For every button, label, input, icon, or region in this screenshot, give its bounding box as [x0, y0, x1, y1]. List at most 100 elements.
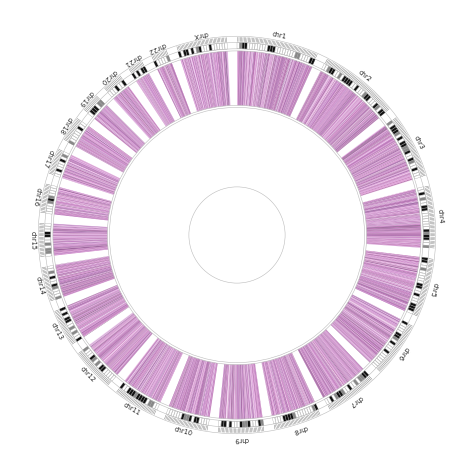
Polygon shape [145, 76, 172, 123]
Polygon shape [357, 284, 408, 305]
Polygon shape [56, 258, 109, 269]
Polygon shape [195, 56, 208, 109]
Polygon shape [55, 208, 109, 216]
Polygon shape [91, 314, 135, 348]
Polygon shape [357, 284, 407, 306]
Polygon shape [55, 257, 109, 266]
Polygon shape [96, 116, 138, 151]
Polygon shape [251, 52, 257, 106]
Polygon shape [193, 56, 206, 109]
Polygon shape [86, 129, 131, 160]
Polygon shape [268, 56, 281, 109]
Polygon shape [357, 164, 407, 185]
Polygon shape [361, 273, 413, 289]
Polygon shape [330, 107, 369, 145]
Polygon shape [124, 89, 157, 133]
Polygon shape [354, 156, 403, 179]
Polygon shape [324, 98, 360, 139]
Polygon shape [130, 341, 162, 385]
Polygon shape [334, 113, 374, 149]
Polygon shape [321, 94, 356, 136]
Polygon shape [197, 55, 209, 109]
Polygon shape [67, 165, 117, 186]
Polygon shape [253, 364, 259, 418]
Polygon shape [102, 110, 142, 147]
Polygon shape [56, 259, 109, 269]
Polygon shape [133, 342, 164, 387]
Polygon shape [126, 88, 159, 132]
Polygon shape [189, 57, 203, 110]
Polygon shape [352, 149, 400, 174]
Polygon shape [252, 364, 259, 418]
Polygon shape [360, 178, 412, 195]
Polygon shape [360, 179, 412, 196]
Polygon shape [304, 78, 332, 124]
Polygon shape [231, 365, 233, 419]
Polygon shape [291, 353, 313, 403]
Polygon shape [45, 226, 51, 229]
Polygon shape [358, 282, 408, 303]
Polygon shape [54, 246, 108, 251]
Polygon shape [344, 131, 389, 162]
Polygon shape [69, 159, 119, 181]
Polygon shape [363, 190, 416, 204]
Polygon shape [297, 71, 322, 120]
Polygon shape [298, 73, 324, 121]
Polygon shape [200, 362, 211, 415]
Polygon shape [359, 279, 410, 297]
Polygon shape [155, 351, 179, 399]
Polygon shape [356, 164, 407, 185]
Polygon shape [365, 206, 419, 215]
Polygon shape [55, 257, 109, 266]
Polygon shape [377, 109, 383, 115]
Polygon shape [232, 421, 234, 427]
Polygon shape [82, 135, 128, 164]
Polygon shape [76, 145, 124, 172]
Polygon shape [283, 356, 301, 407]
Polygon shape [124, 90, 157, 133]
Polygon shape [239, 365, 240, 419]
Polygon shape [62, 274, 114, 291]
Polygon shape [143, 347, 171, 393]
Polygon shape [267, 56, 279, 109]
Polygon shape [312, 85, 343, 129]
Polygon shape [215, 52, 222, 106]
Polygon shape [346, 135, 392, 164]
Polygon shape [79, 141, 126, 168]
Polygon shape [156, 59, 161, 66]
Polygon shape [340, 313, 383, 347]
Polygon shape [343, 129, 388, 160]
Polygon shape [134, 343, 164, 388]
Polygon shape [110, 329, 148, 369]
Polygon shape [357, 285, 407, 306]
Polygon shape [366, 228, 421, 231]
Polygon shape [116, 96, 152, 137]
Polygon shape [359, 90, 365, 96]
Polygon shape [92, 315, 135, 348]
Polygon shape [360, 177, 411, 194]
Polygon shape [145, 399, 150, 405]
Polygon shape [221, 52, 226, 106]
Polygon shape [68, 286, 118, 307]
Polygon shape [250, 364, 256, 418]
Polygon shape [377, 356, 383, 362]
Polygon shape [283, 356, 302, 407]
Polygon shape [364, 197, 417, 208]
Polygon shape [421, 262, 428, 266]
Polygon shape [186, 360, 201, 412]
Polygon shape [281, 357, 300, 408]
Polygon shape [365, 254, 419, 262]
Polygon shape [62, 274, 113, 290]
Polygon shape [319, 93, 354, 135]
Polygon shape [173, 357, 192, 408]
Polygon shape [61, 273, 113, 289]
Polygon shape [243, 51, 246, 105]
Polygon shape [270, 360, 284, 413]
Polygon shape [309, 343, 339, 389]
Polygon shape [365, 204, 419, 214]
Polygon shape [89, 313, 133, 345]
Polygon shape [65, 169, 116, 189]
Polygon shape [318, 337, 352, 379]
Polygon shape [348, 140, 395, 168]
Polygon shape [365, 255, 419, 263]
